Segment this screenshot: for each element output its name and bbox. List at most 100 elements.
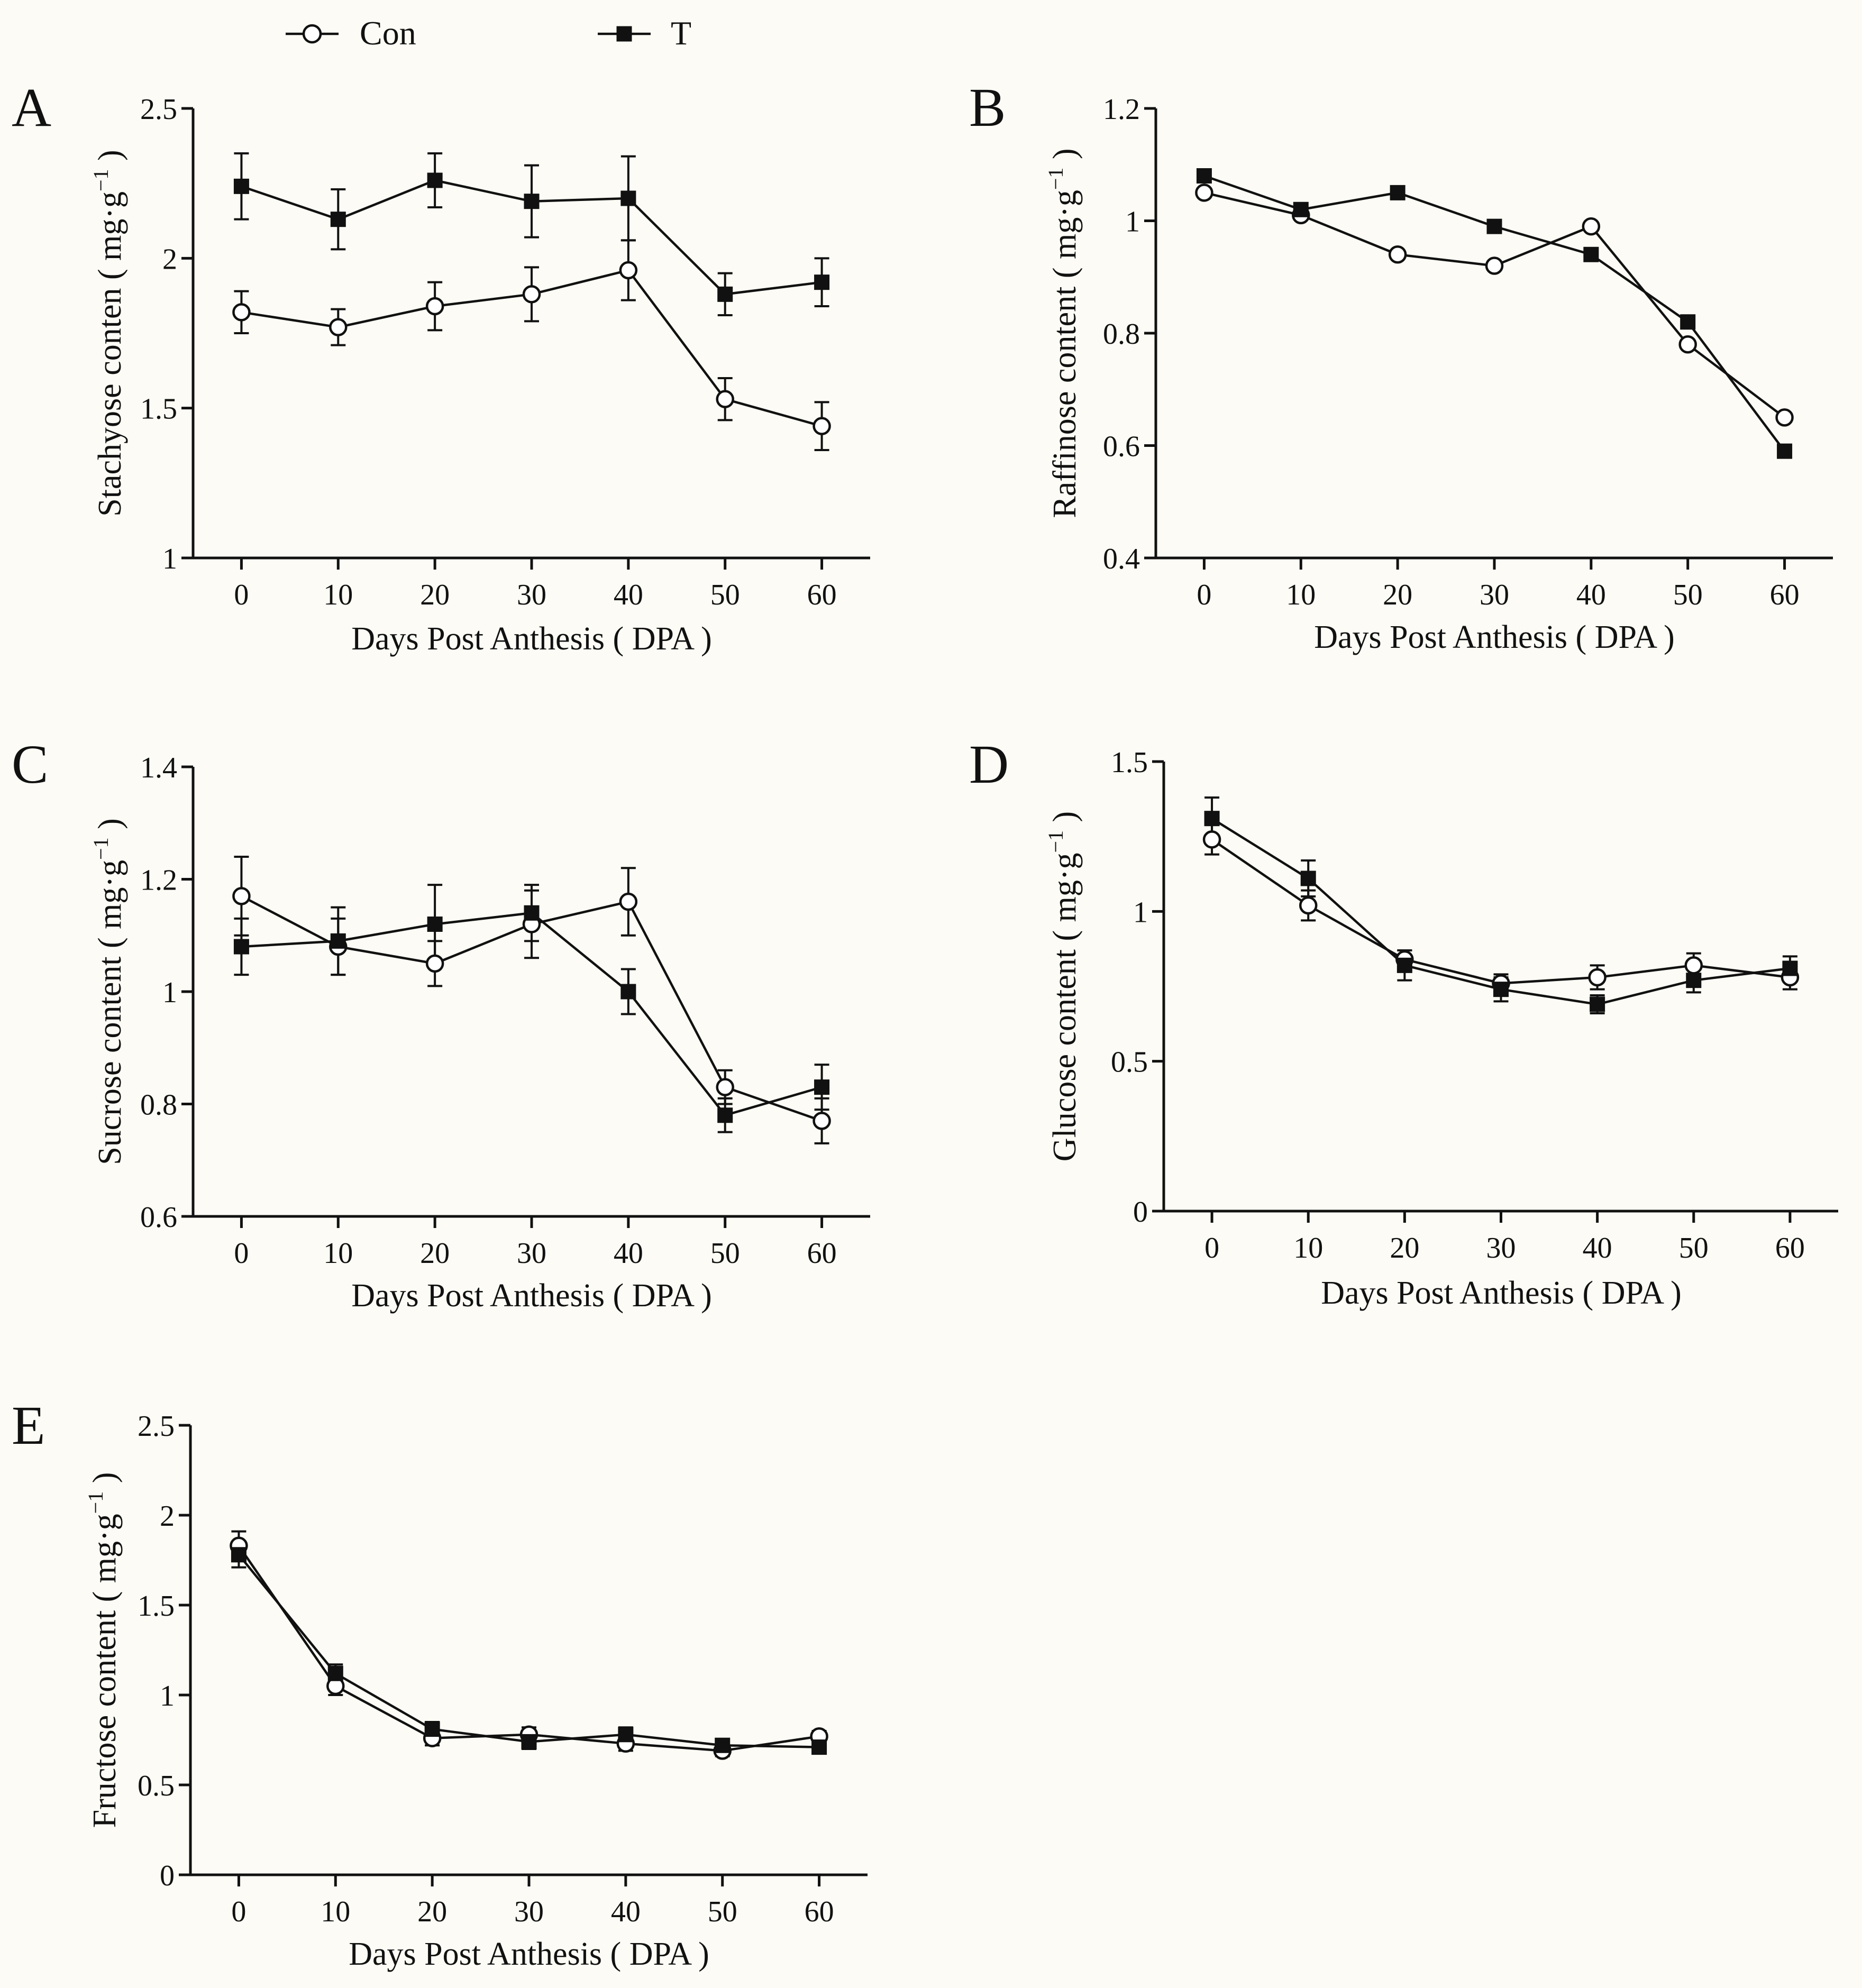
panel-e-t-line [238,1554,819,1748]
panel-a-t-point [427,172,443,188]
panel-b-t-point [1293,201,1309,217]
panel-a-con-point [619,261,638,280]
panel-c-x-tick-label: 30 [517,1237,546,1270]
panel-d-t-point [1782,960,1798,976]
panel-c-x-tick-label: 20 [420,1237,450,1270]
panel-d-y-tick-label: 1 [1133,896,1148,929]
panel-a-con-point [329,318,348,336]
panel-c-x-tick-label: 50 [710,1237,740,1270]
panel-a-con-point [716,390,734,408]
panel-b-x-tick-label: 60 [1770,579,1800,611]
panel-e-y-tick-label: 2.5 [138,1410,175,1443]
panel-b-t-point [1583,246,1599,262]
panel-d-y-ticks: 0 0.5 1 1.5 [1111,746,1164,1229]
panel-a-series [232,172,831,435]
panel-e-y-axis-title: Fructose content ( mg·g−1 ) [84,1472,123,1828]
panel-c-y-tick-label: 1.2 [140,864,177,897]
panel-e-y-tick-label: 2 [160,1500,175,1533]
panel-e-y-ticks: 0 0.5 1 1.5 2 2.5 [138,1410,190,1892]
panel-b-x-tick-label: 20 [1383,579,1412,611]
panel-b-t-line [1203,175,1786,452]
panel-e-x-tick-label: 50 [708,1895,737,1928]
panel-a-x-tick-label: 0 [234,579,249,611]
panel-c-t-point [524,905,540,921]
panel-a-t-point [330,212,346,227]
panel-d-con-point [1299,896,1318,915]
panel-b-con-point [1388,245,1407,264]
panel-b-t-point [1777,443,1793,459]
panel-b-y-tick-label: 1.2 [1103,93,1140,126]
panel-a-t-point [814,274,830,290]
panel-a-con-point [813,417,831,435]
panel-a-x-tick-label: 40 [614,579,643,611]
panel-e-letter: E [12,1395,45,1456]
panel-b-con-point [1775,408,1794,427]
panel-b-x-tick-label: 50 [1673,579,1703,611]
panel-e-x-tick-label: 20 [417,1895,447,1928]
panel-e-x-tick-label: 30 [514,1895,544,1928]
panel-d-y-axis-title: Glucose content ( mg·g−1 ) [1044,811,1083,1161]
panel-b-con-point [1678,335,1697,354]
panel-e-series [230,1536,828,1760]
panel-b-t-point [1196,168,1212,184]
panel-e-x-axis-title: Days Post Anthesis ( DPA ) [349,1936,709,1972]
panel-e-x-tick-label: 10 [321,1895,350,1928]
panel-c-t-point [717,1107,733,1123]
panel-e-y-tick-label: 1.5 [138,1590,175,1623]
panel-b-y-tick-label: 0.8 [1103,318,1140,351]
panel-a-y-axis-title: Stachyose conten ( mg·g−1 ) [89,150,128,516]
panel-a-con-point [522,285,541,304]
panel-d-t-point [1686,973,1702,988]
panel-d-series [1202,811,1800,1012]
panel-c: C 0.6 0.8 1 1.2 1.4 0 10 20 30 40 50 60 Days Post … [12,734,870,1314]
panel-d-x-tick-label: 10 [1293,1232,1323,1265]
panel-b-series [1195,168,1794,459]
panel-d-x-ticks: 0 10 20 30 40 50 60 [1204,1211,1805,1265]
panel-c-letter: C [12,734,48,795]
panel-a-y-tick-label: 2.5 [140,93,177,126]
panel-d-t-point [1590,996,1605,1012]
panel-b-y-tick-label: 1 [1125,206,1140,239]
panel-c-t-point [427,917,443,932]
panel-a-x-tick-label: 20 [420,579,450,611]
panel-d-con-line [1211,838,1791,985]
panel-b-con-point [1195,184,1213,202]
panel-b-t-point [1390,185,1405,200]
panel-d-x-tick-label: 60 [1775,1232,1805,1265]
panel-b: B 0.4 0.6 0.8 1 1.2 0 10 20 30 40 50 60 Days Post … [969,77,1833,655]
panel-b-x-tick-label: 40 [1576,579,1606,611]
panel-c-con-point [232,887,251,905]
panel-a-con-point [232,303,251,322]
panel-c-t-point [814,1079,830,1095]
panel-a-t-point [233,178,249,194]
panel-d-x-tick-label: 40 [1583,1232,1612,1265]
panel-c-y-tick-label: 1 [162,976,177,1009]
panel-e-x-ticks: 0 10 20 30 40 50 60 [231,1875,834,1928]
panel-b-y-tick-label: 0.6 [1103,430,1140,463]
panel-b-t-point [1680,314,1696,330]
panel-a-con-point [425,297,444,316]
panel-a-y-tick-label: 2 [162,243,177,276]
panel-a-y-tick-label: 1 [162,543,177,575]
panel-e-t-point [327,1665,343,1681]
panel-d-t-point [1493,982,1509,997]
panel-e: E 0 0.5 1 1.5 2 2.5 0 10 20 30 40 50 60 Days Post A… [12,1395,868,1972]
panel-c-con-point [619,892,638,911]
panel-a-x-ticks: 0 10 20 30 40 50 60 [234,558,837,611]
panel-a-x-axis-title: Days Post Anthesis ( DPA ) [351,621,712,657]
panel-d-t-point [1396,957,1412,973]
panel-d-x-axis-title: Days Post Anthesis ( DPA ) [1321,1275,1682,1311]
panel-b-x-tick-label: 10 [1286,579,1316,611]
panel-a-x-tick-label: 60 [807,579,837,611]
panel-c-t-point [620,984,636,1000]
panel-a-x-tick-label: 30 [517,579,546,611]
panel-a: A 1 1.5 2 2.5 0 10 20 30 40 50 60 Days Post Anthe… [12,77,870,657]
panel-c-x-tick-label: 40 [614,1237,643,1270]
panel-a-y-tick-label: 1.5 [140,393,177,426]
panel-a-letter: A [12,77,51,138]
panel-b-x-tick-label: 0 [1197,579,1211,611]
panel-c-y-tick-label: 0.8 [140,1089,177,1122]
panel-e-t-point [521,1734,537,1749]
legend-t-label: T [671,14,691,52]
